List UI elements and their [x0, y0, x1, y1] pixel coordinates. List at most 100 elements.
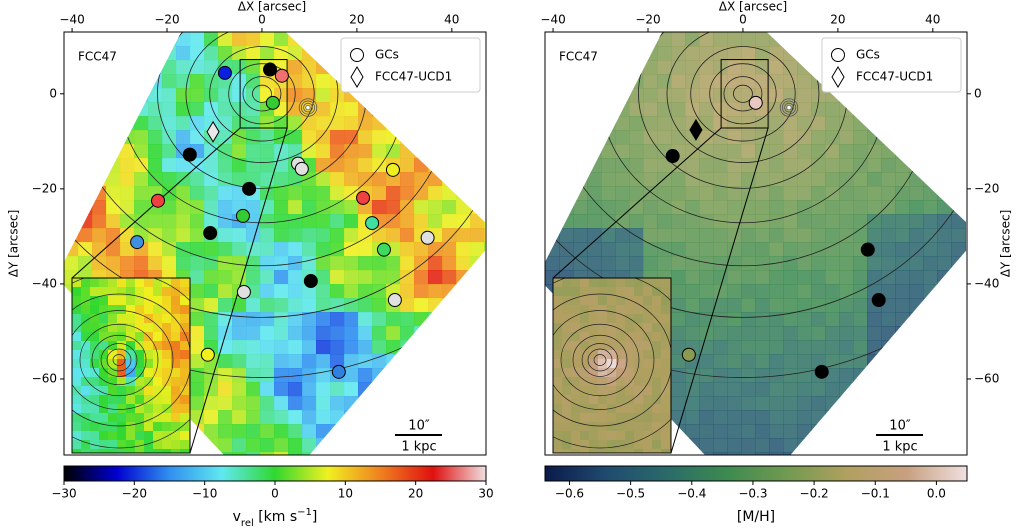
- map-cell: [64, 214, 79, 229]
- map-cell: [741, 424, 756, 439]
- inset-cell: [625, 305, 635, 315]
- map-cell: [344, 396, 359, 411]
- map-cell: [601, 186, 616, 201]
- scale-label: 10″: [408, 419, 430, 434]
- map-cell: [937, 424, 952, 439]
- map-cell: [643, 172, 658, 187]
- map-cell: [442, 256, 457, 271]
- inset-cell: [580, 332, 590, 342]
- map-cell: [783, 312, 798, 327]
- inset-cell: [580, 305, 590, 315]
- legend-box: [340, 37, 481, 93]
- inset-cell: [108, 305, 118, 315]
- map-cell: [302, 172, 317, 187]
- inset-cell: [661, 296, 671, 306]
- map-cell: [769, 438, 784, 453]
- map-cell: [797, 200, 812, 215]
- map-cell: [573, 32, 588, 47]
- map-cell: [246, 326, 261, 341]
- map-cell: [727, 452, 742, 455]
- map-cell: [685, 452, 700, 455]
- gc-marker: [303, 274, 318, 289]
- map-cell: [218, 102, 233, 117]
- map-cell: [825, 172, 840, 187]
- map-cell: [881, 214, 896, 229]
- inset-cell: [144, 386, 154, 396]
- map-cell: [685, 410, 700, 425]
- map-cell: [190, 116, 205, 131]
- colorbar-label-part: v: [233, 509, 241, 525]
- inset-cell: [607, 449, 617, 453]
- map-cell: [797, 424, 812, 439]
- map-cell: [965, 242, 967, 257]
- map-cell: [755, 60, 770, 75]
- map-cell: [148, 32, 163, 47]
- map-cell: [386, 340, 401, 355]
- map-cell: [755, 256, 770, 271]
- map-cell: [302, 424, 317, 439]
- map-cell: [78, 144, 93, 159]
- inset-cell: [162, 341, 172, 351]
- inset-cell: [153, 296, 163, 306]
- map-cell: [288, 200, 303, 215]
- map-cell: [909, 382, 924, 397]
- map-cell: [218, 144, 233, 159]
- inset-cell: [562, 305, 572, 315]
- map-cell: [316, 214, 331, 229]
- map-cell: [699, 326, 714, 341]
- map-cell: [769, 172, 784, 187]
- map-cell: [937, 340, 952, 355]
- map-cell: [246, 438, 261, 453]
- inset-cell: [81, 332, 91, 342]
- inset-cell: [616, 404, 626, 414]
- inset-cell: [625, 431, 635, 441]
- legend-label: FCC47-UCD1: [856, 70, 933, 84]
- inset-cell: [652, 386, 662, 396]
- map-cell: [615, 116, 630, 131]
- inset-cell: [135, 413, 145, 423]
- map-cell: [456, 214, 471, 229]
- map-cell: [769, 284, 784, 299]
- map-cell: [587, 256, 602, 271]
- map-cell: [470, 368, 485, 383]
- map-cell: [260, 452, 275, 455]
- map-cell: [951, 340, 966, 355]
- map-cell: [657, 46, 672, 61]
- map-cell: [629, 88, 644, 103]
- map-cell: [839, 382, 854, 397]
- map-cell: [741, 200, 756, 215]
- inset-cell: [607, 323, 617, 333]
- map-cell: [559, 186, 574, 201]
- inset-cell: [126, 395, 136, 405]
- inset-cell: [99, 287, 109, 297]
- map-cell: [330, 186, 345, 201]
- map-cell: [713, 116, 728, 131]
- map-cell: [456, 256, 471, 271]
- inset-cell: [126, 314, 136, 324]
- legend-symbol: [831, 48, 845, 62]
- map-cell: [615, 130, 630, 145]
- inset-cell: [598, 278, 608, 288]
- map-cell: [330, 88, 345, 103]
- map-cell: [260, 200, 275, 215]
- inset-cell: [562, 431, 572, 441]
- map-cell: [316, 186, 331, 201]
- inset-cell: [108, 422, 118, 432]
- map-cell: [428, 424, 443, 439]
- map-cell: [951, 130, 966, 145]
- x-tick-label: 40: [444, 13, 459, 27]
- map-cell: [344, 326, 359, 341]
- map-cell: [232, 116, 247, 131]
- gc-marker: [263, 62, 278, 77]
- map-cell: [699, 32, 714, 47]
- map-cell: [400, 242, 415, 257]
- map-cell: [246, 340, 261, 355]
- inset-cell: [652, 377, 662, 387]
- companion-contour: [298, 98, 318, 117]
- map-cell: [825, 228, 840, 243]
- inset-cell: [144, 305, 154, 315]
- map-cell: [442, 326, 457, 341]
- inset-cell: [135, 305, 145, 315]
- map-cell: [895, 326, 910, 341]
- map-cell: [937, 214, 952, 229]
